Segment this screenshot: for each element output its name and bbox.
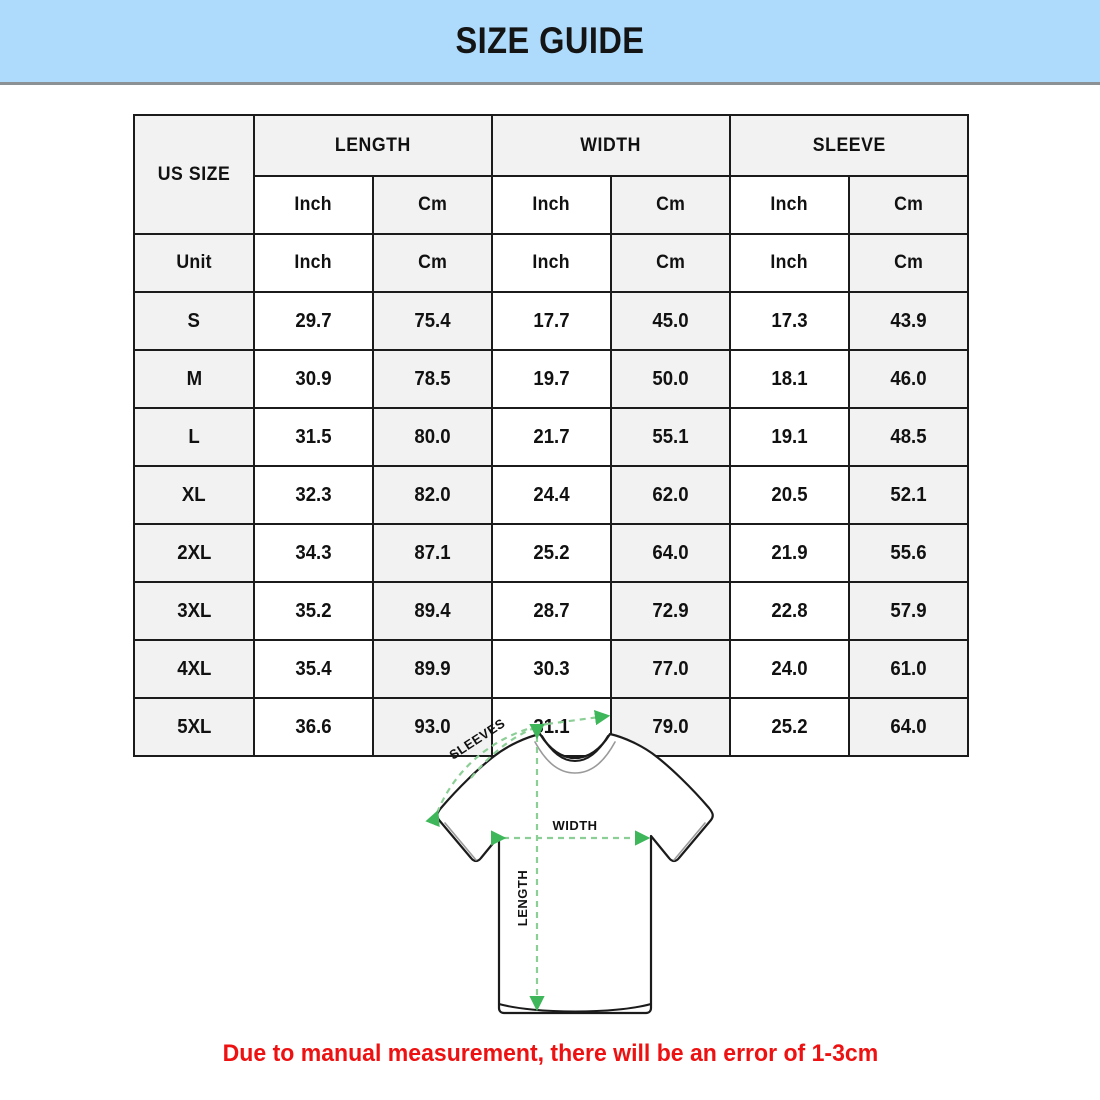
cell-sleeve_cm: 61.0 <box>848 639 970 699</box>
cell-sleeve_in: 24.0 <box>729 639 851 699</box>
size-chart: US SIZE LENGTH WIDTH SLEEVE Inch Cm Inch… <box>133 114 970 757</box>
cell-size: M <box>133 349 255 409</box>
cell-length_cm: 93.0 <box>372 697 493 757</box>
cell-sleeve_cm: 43.9 <box>848 291 970 351</box>
tshirt-outline-icon <box>436 732 714 1015</box>
cell-sleeve_in: 25.2 <box>729 697 851 757</box>
cell-sleeve_in: 20.5 <box>729 465 851 525</box>
column-header-sleeve: SLEEVE <box>729 114 970 177</box>
cell-sleeve_cm: 46.0 <box>848 349 970 409</box>
cell-length_in: 31.5 <box>253 407 374 467</box>
table-row: S 29.7 75.4 17.7 45.0 17.3 43.9 <box>133 291 970 351</box>
size-table: US SIZE LENGTH WIDTH SLEEVE Inch Cm Inch… <box>133 114 970 757</box>
length-label: LENGTH <box>515 870 530 926</box>
table-row: 3XL 35.2 89.4 28.7 72.9 22.8 57.9 <box>133 581 970 641</box>
cell-length_in: 35.4 <box>253 639 374 699</box>
unit-width-inch: Inch <box>491 233 612 293</box>
tshirt-collar-stitch-icon <box>534 741 616 774</box>
sleeve-measure-guide <box>425 709 611 828</box>
cell-width_cm: 62.0 <box>609 465 732 525</box>
table-group-header-row: US SIZE LENGTH WIDTH SLEEVE <box>133 114 970 235</box>
table-body: Unit Inch Cm Inch Cm Inch Cm S 29.7 75.4 17… <box>133 233 970 757</box>
cell-size: XL <box>133 465 255 525</box>
unit-length-cm: Cm <box>372 233 493 293</box>
unit-sleeve-cm: Cm <box>848 233 970 293</box>
column-header-length-inch: Inch <box>253 175 374 235</box>
cell-width_cm: 77.0 <box>609 639 732 699</box>
cell-length_in: 29.7 <box>253 291 374 351</box>
row-header-unit: Unit <box>133 233 255 293</box>
cell-width_cm: 72.9 <box>609 581 732 641</box>
unit-sleeve-inch: Inch <box>729 233 851 293</box>
tshirt-hem-icon <box>498 1003 652 1013</box>
cell-width_cm: 64.0 <box>609 523 732 583</box>
column-header-width: WIDTH <box>490 114 732 177</box>
cell-sleeve_in: 21.9 <box>729 523 851 583</box>
cell-length_in: 36.6 <box>253 697 374 757</box>
cell-length_cm: 87.1 <box>372 523 493 583</box>
cell-width_cm: 50.0 <box>609 349 732 409</box>
cell-length_cm: 78.5 <box>372 349 493 409</box>
cell-sleeve_cm: 52.1 <box>848 465 970 525</box>
header-divider <box>0 82 1100 85</box>
cell-length_in: 30.9 <box>253 349 374 409</box>
cell-length_cm: 80.0 <box>372 407 493 467</box>
tshirt-sleeve-stitch-icon <box>444 822 706 861</box>
column-header-sleeve-cm: Cm <box>848 175 970 235</box>
cell-length_cm: 82.0 <box>372 465 493 525</box>
cell-size: 3XL <box>133 581 255 641</box>
cell-length_cm: 75.4 <box>372 291 493 351</box>
cell-sleeve_cm: 57.9 <box>848 581 970 641</box>
column-header-width-inch: Inch <box>491 175 612 235</box>
cell-sleeve_cm: 64.0 <box>848 697 970 757</box>
cell-width_cm: 55.1 <box>609 407 732 467</box>
table-row-unit: Unit Inch Cm Inch Cm Inch Cm <box>133 233 970 293</box>
cell-sleeve_in: 22.8 <box>729 581 851 641</box>
measurement-disclaimer: Due to manual measurement, there will be… <box>0 1040 1100 1068</box>
measurement-disclaimer-text: Due to manual measurement, there will be… <box>222 1040 878 1067</box>
cell-size: L <box>133 407 255 467</box>
cell-sleeve_cm: 55.6 <box>848 523 970 583</box>
table-row: 2XL 34.3 87.1 25.2 64.0 21.9 55.6 <box>133 523 970 583</box>
cell-sleeve_in: 18.1 <box>729 349 851 409</box>
column-header-width-cm: Cm <box>609 175 732 235</box>
cell-width_in: 30.3 <box>491 639 612 699</box>
tshirt-collar-icon <box>541 735 609 763</box>
cell-width_in: 28.7 <box>491 581 612 641</box>
cell-width_in: 19.7 <box>491 349 612 409</box>
table-row: 5XL 36.6 93.0 31.1 79.0 25.2 64.0 <box>133 697 970 757</box>
cell-length_in: 32.3 <box>253 465 374 525</box>
table-row: M 30.9 78.5 19.7 50.0 18.1 46.0 <box>133 349 970 409</box>
cell-size: 4XL <box>133 639 255 699</box>
page-title: SIZE GUIDE <box>455 20 645 61</box>
cell-sleeve_in: 19.1 <box>729 407 851 467</box>
cell-length_in: 35.2 <box>253 581 374 641</box>
table-row: XL 32.3 82.0 24.4 62.0 20.5 52.1 <box>133 465 970 525</box>
column-header-length-cm: Cm <box>372 175 493 235</box>
cell-length_cm: 89.9 <box>372 639 493 699</box>
width-label: WIDTH <box>552 818 597 833</box>
cell-sleeve_in: 17.3 <box>729 291 851 351</box>
cell-size: 2XL <box>133 523 255 583</box>
cell-sleeve_cm: 48.5 <box>848 407 970 467</box>
tshirt-diagram: SLEEVES WIDTH LENGTH <box>375 690 775 1030</box>
unit-width-cm: Cm <box>609 233 732 293</box>
column-header-us-size: US SIZE <box>133 114 255 235</box>
cell-width_in: 25.2 <box>491 523 612 583</box>
cell-length_cm: 89.4 <box>372 581 493 641</box>
table-unit-header-row: Inch Cm Inch Cm Inch Cm <box>134 175 970 235</box>
cell-width_in: 24.4 <box>491 465 612 525</box>
unit-length-inch: Inch <box>253 233 374 293</box>
header-banner <box>0 0 1100 82</box>
cell-size: S <box>133 291 255 351</box>
cell-width_in: 17.7 <box>491 291 612 351</box>
cell-width_cm: 45.0 <box>609 291 732 351</box>
cell-length_in: 34.3 <box>253 523 374 583</box>
table-row: L 31.5 80.0 21.7 55.1 19.1 48.5 <box>133 407 970 467</box>
column-header-length: LENGTH <box>253 114 493 177</box>
table-row: 4XL 35.4 89.9 30.3 77.0 24.0 61.0 <box>133 639 970 699</box>
cell-width_in: 21.7 <box>491 407 612 467</box>
cell-size: 5XL <box>133 697 255 757</box>
column-header-sleeve-inch: Inch <box>729 175 851 235</box>
